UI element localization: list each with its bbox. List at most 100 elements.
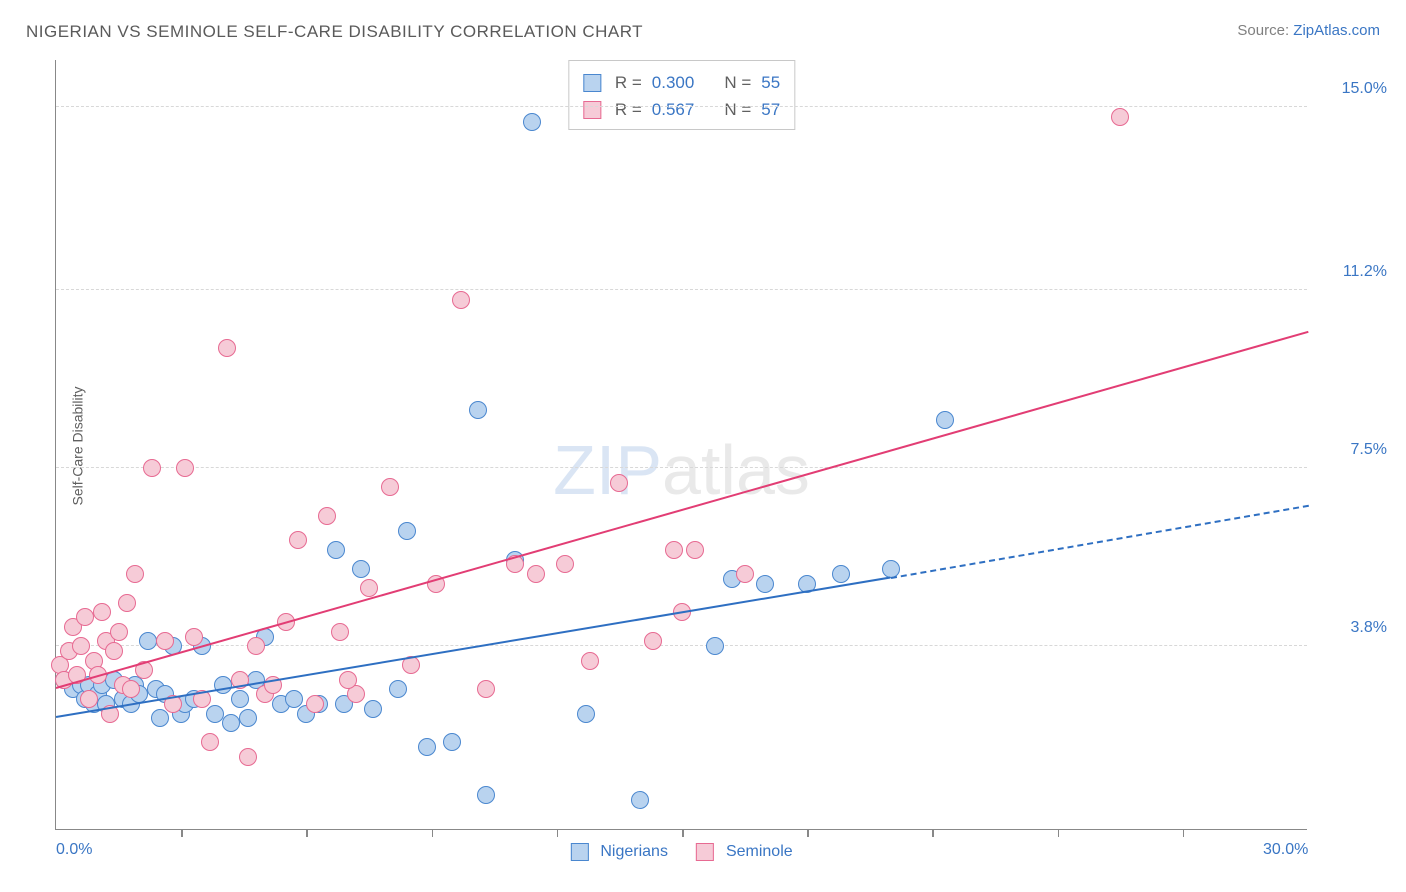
data-point <box>201 733 219 751</box>
data-point <box>389 680 407 698</box>
legend-n-value: 55 <box>761 69 780 96</box>
data-point <box>331 623 349 641</box>
legend-n-label: N = <box>724 69 751 96</box>
legend-r-value: 0.567 <box>652 96 695 123</box>
x-tick-mark <box>306 829 308 837</box>
watermark: ZIPatlas <box>553 430 810 510</box>
data-point <box>339 671 357 689</box>
gridline <box>56 645 1307 646</box>
data-point <box>381 478 399 496</box>
data-point <box>306 695 324 713</box>
data-point <box>122 680 140 698</box>
legend-row: R = 0.300 N = 55 <box>583 69 780 96</box>
legend-swatch <box>570 843 588 861</box>
legend-r-label: R = <box>615 69 642 96</box>
data-point <box>231 690 249 708</box>
data-point <box>1111 108 1129 126</box>
plot-area: ZIPatlas R =0.300N =55R =0.567N =57 Nige… <box>55 60 1307 830</box>
data-point <box>469 401 487 419</box>
chart-container: NIGERIAN VS SEMINOLE SELF-CARE DISABILIT… <box>0 0 1406 892</box>
data-point <box>631 791 649 809</box>
data-point <box>398 522 416 540</box>
series-name: Nigerians <box>600 843 668 861</box>
data-point <box>352 560 370 578</box>
data-point <box>76 608 94 626</box>
data-point <box>364 700 382 718</box>
data-point <box>832 565 850 583</box>
legend-r-value: 0.300 <box>652 69 695 96</box>
x-tick-mark <box>432 829 434 837</box>
correlation-legend: R = 0.300 N = 55 R = 0.567 N = 57 <box>568 60 795 130</box>
data-point <box>156 632 174 650</box>
data-point <box>239 709 257 727</box>
data-point <box>289 531 307 549</box>
data-point <box>247 637 265 655</box>
data-point <box>577 705 595 723</box>
series-legend: Nigerians Seminole <box>570 843 792 861</box>
data-point <box>665 541 683 559</box>
data-point <box>452 291 470 309</box>
y-tick-label: 11.2% <box>1343 263 1387 281</box>
data-point <box>936 411 954 429</box>
data-point <box>206 705 224 723</box>
data-point <box>477 786 495 804</box>
source-label: Source: <box>1237 22 1293 39</box>
legend-n-value: 57 <box>761 96 780 123</box>
data-point <box>126 565 144 583</box>
data-point <box>581 652 599 670</box>
legend-n-label: N = <box>724 96 751 123</box>
data-point <box>110 623 128 641</box>
data-point <box>218 339 236 357</box>
data-point <box>644 632 662 650</box>
x-tick-mark <box>557 829 559 837</box>
x-tick-label: 30.0% <box>1263 841 1308 859</box>
data-point <box>527 565 545 583</box>
data-point <box>443 733 461 751</box>
source-link[interactable]: ZipAtlas.com <box>1293 22 1380 39</box>
watermark-zip: ZIP <box>553 431 662 509</box>
gridline <box>56 289 1307 290</box>
data-point <box>523 113 541 131</box>
data-point <box>418 738 436 756</box>
data-point <box>118 594 136 612</box>
data-point <box>360 579 378 597</box>
data-point <box>222 714 240 732</box>
series-legend-item: Nigerians <box>570 843 668 861</box>
data-point <box>239 748 257 766</box>
data-point <box>93 603 111 621</box>
legend-r-label: R = <box>615 96 642 123</box>
watermark-atlas: atlas <box>662 431 810 509</box>
legend-swatch <box>583 101 601 119</box>
data-point <box>756 575 774 593</box>
data-point <box>736 565 754 583</box>
data-point <box>176 459 194 477</box>
x-tick-label: 0.0% <box>56 841 92 859</box>
gridline <box>56 467 1307 468</box>
data-point <box>143 459 161 477</box>
x-tick-mark <box>1183 829 1185 837</box>
y-tick-label: 7.5% <box>1351 441 1387 459</box>
legend-row: R = 0.567 N = 57 <box>583 96 780 123</box>
x-tick-mark <box>181 829 183 837</box>
data-point <box>477 680 495 698</box>
data-point <box>556 555 574 573</box>
trend-line <box>890 505 1308 579</box>
source-attribution: Source: ZipAtlas.com <box>1237 22 1380 39</box>
data-point <box>318 507 336 525</box>
legend-swatch <box>696 843 714 861</box>
x-tick-mark <box>1058 829 1060 837</box>
x-tick-mark <box>932 829 934 837</box>
series-legend-item: Seminole <box>696 843 793 861</box>
data-point <box>327 541 345 559</box>
trend-line <box>56 331 1309 689</box>
data-point <box>80 690 98 708</box>
data-point <box>105 642 123 660</box>
y-tick-label: 15.0% <box>1342 80 1387 98</box>
data-point <box>610 474 628 492</box>
x-tick-mark <box>807 829 809 837</box>
data-point <box>151 709 169 727</box>
legend-swatch <box>583 74 601 92</box>
chart-title: NIGERIAN VS SEMINOLE SELF-CARE DISABILIT… <box>26 22 643 42</box>
data-point <box>139 632 157 650</box>
data-point <box>686 541 704 559</box>
